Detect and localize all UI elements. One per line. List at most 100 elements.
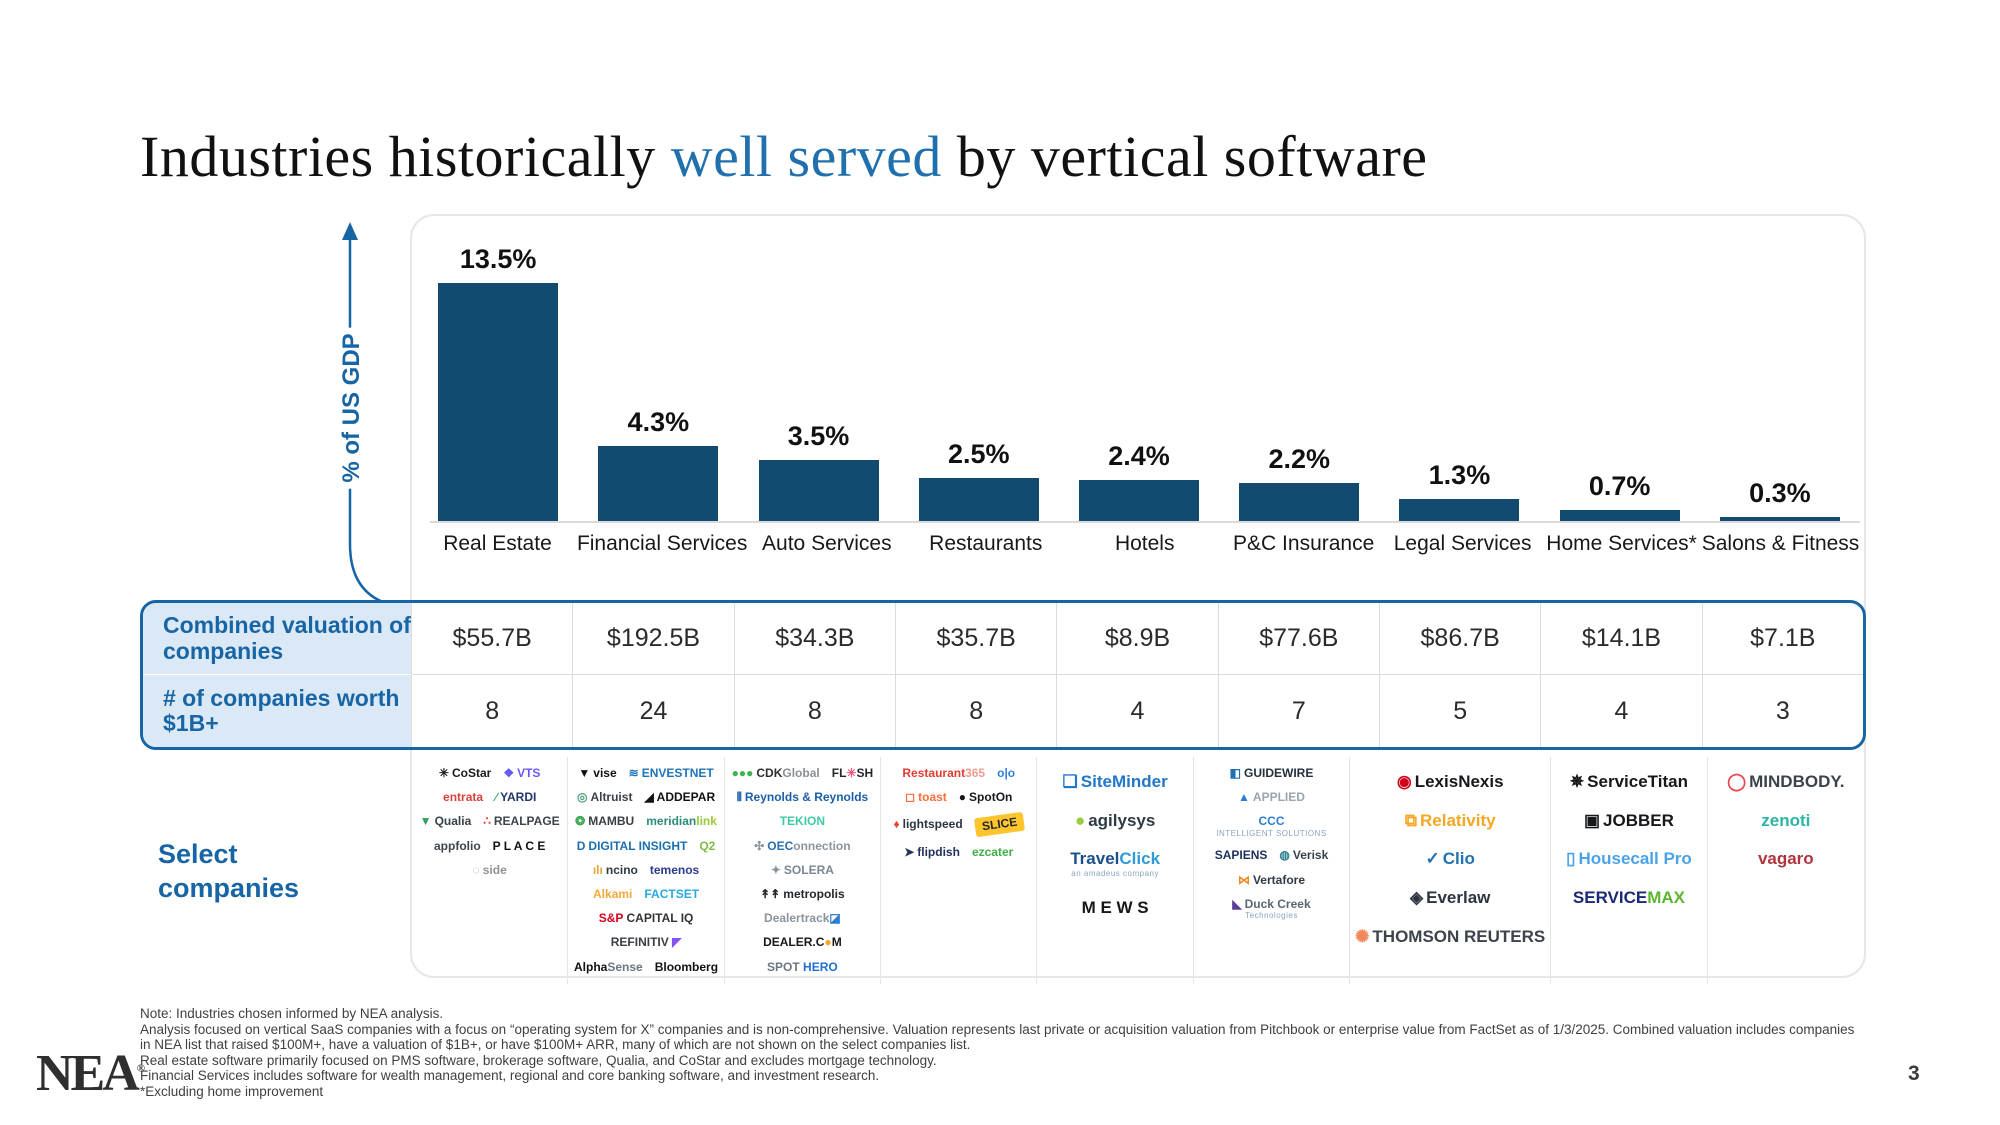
everlaw-icon: ◈ (1410, 888, 1424, 908)
logo-text: Relativity (1419, 810, 1496, 830)
bar (438, 283, 559, 522)
logo-thomson-reuters: ✺ THOMSON REUTERS (1355, 927, 1545, 947)
logo-place: P L A C E (492, 838, 546, 853)
logo-text: link (696, 814, 717, 829)
lightspeed-icon: ♦ (893, 817, 900, 832)
bar-column: 0.7% (1540, 240, 1700, 522)
logo-text: flipdish (917, 844, 960, 859)
logo-text: Bloomberg (654, 959, 719, 974)
logo-text: Alkami (593, 886, 633, 901)
logo-text: FL (831, 766, 847, 780)
logo-text: P L A C E (492, 838, 546, 853)
bar (1399, 499, 1520, 522)
clio-icon: ✓ (1425, 849, 1440, 869)
logo-subtext: INTELLIGENT SOLUTIONS (1216, 828, 1327, 838)
solera-icon: ✦ (770, 862, 781, 877)
logo-text: OEC (767, 838, 794, 853)
bar-column: 2.4% (1059, 240, 1219, 522)
duck-creek-icon: ◣ (1232, 896, 1242, 911)
bar-column: 13.5% (418, 240, 578, 522)
logo-subtext: Technologies (1245, 910, 1298, 920)
logo-factset: FACTSET (644, 887, 699, 901)
y-axis-label: % of US GDP (328, 327, 376, 489)
logo-text: SiteMinder (1080, 772, 1168, 791)
chart-panel (410, 214, 1866, 978)
logo-text: ◪ (829, 911, 841, 926)
table-cell: 4 (1056, 675, 1217, 747)
logo-vise: ▼ vise (578, 766, 617, 780)
altruist-icon: ◎ (576, 790, 588, 805)
table-cell: 5 (1378, 675, 1540, 747)
spoton-icon: ● (958, 790, 967, 805)
logo-text: TEKION (779, 814, 826, 829)
oeconnection-icon: ✣ (754, 838, 765, 853)
logo-text: toast (918, 790, 947, 805)
logo-text: cater (984, 844, 1014, 859)
table-row-label: Combined valuation of companies (143, 603, 411, 675)
logo-entrata: entrata (443, 791, 483, 804)
logo-text: DIGITAL INSIGHT (588, 838, 688, 853)
bar-value-label: 13.5% (459, 244, 537, 274)
logo-vts: ❖ VTS (503, 766, 540, 780)
logo-ezcater: ezcater (972, 844, 1014, 859)
logo-spoton: ● SpotOn (959, 791, 1013, 804)
logo-text: CoStar (451, 766, 492, 780)
logo-column-salons-fitness: ◯ MINDBODY. zenoti vagaro (1708, 757, 1864, 984)
mambu-icon: ❂ (575, 814, 586, 829)
logo-reynolds-reynolds: ⦀ Reynolds & Reynolds (737, 791, 869, 804)
applied-icon: ▲ (1238, 790, 1250, 805)
table-cell: $14.1B (1540, 603, 1702, 675)
logo-text: YARDI (500, 790, 537, 805)
table-cell: 4 (1540, 675, 1701, 747)
addepar-icon: ◢ (644, 790, 654, 805)
logo-temenos: temenos (650, 863, 699, 877)
logo-text: SH (856, 766, 874, 780)
logo-mews: M E W S (1081, 897, 1149, 918)
bar-value-label: 0.7% (1588, 471, 1651, 501)
logo-olo: o|o (997, 766, 1015, 780)
logo-costar: ✳ CoStar (439, 766, 492, 780)
table-cell: 8 (411, 675, 572, 747)
metropolis-icon: ↟↟ (760, 886, 781, 901)
logo-text: SLICE (980, 814, 1018, 834)
nea-logo: NEA® (36, 1044, 145, 1103)
logo-text: Verisk (1292, 848, 1329, 863)
category-label: Home Services* (1546, 532, 1697, 555)
category-label: Auto Services (762, 532, 892, 555)
logo-alphasense: AlphaSense (574, 959, 643, 974)
bar-column: 1.3% (1379, 240, 1539, 522)
vts-icon: ❖ (503, 766, 515, 780)
category-label: Financial Services (576, 532, 748, 555)
logo-cdk-global: ●●● CDKGlobal (732, 766, 820, 780)
logo-text: MAMBU (588, 814, 635, 829)
bar-value-label: 2.4% (1108, 441, 1170, 471)
logo-text: SpotOn (969, 790, 1013, 805)
logo-text: M E W S (1081, 897, 1149, 917)
relativity-icon: ⧉ (1404, 810, 1417, 830)
side-icon: ◌ (472, 862, 480, 877)
logo-text: Sense (607, 959, 643, 974)
logo-flipdish: ➤ flipdish (904, 844, 960, 859)
ncino-icon: ılı (592, 862, 603, 877)
logo-text: BODY. (1792, 772, 1845, 791)
logo-text: Qualia (434, 814, 472, 829)
logo-column-home-services: ✵ ServiceTitan ▣ JOBBER ▯ Housecall Pro SERVIC… (1551, 757, 1708, 984)
flipdish-icon: ➤ (904, 844, 915, 859)
jobber-icon: ▣ (1583, 810, 1601, 830)
logo-text: SAPIENS (1214, 848, 1268, 863)
bar-chart: 13.5% 4.3% 3.5% 2.5% 2.4% 2.2% 1.3% 0.7% 0.3% (418, 240, 1860, 522)
logo-text: vise (593, 766, 617, 780)
logo-housecall-pro: ▯ Housecall Pro (1566, 850, 1692, 869)
page-title: Industries historically well served by v… (140, 123, 1428, 190)
logo-sapiens: SAPIENS (1215, 849, 1268, 862)
logo-lightspeed: ♦ lightspeed (894, 818, 963, 831)
logo-text: MIND (1749, 772, 1793, 791)
footnote-line: Analysis focused on vertical SaaS compan… (140, 1021, 1855, 1037)
logo-text: Click (1119, 849, 1161, 869)
logo-text: SPOT (767, 959, 800, 974)
logo-subtext: an amadeus company (1071, 869, 1159, 879)
logo-toast: ◻ toast (905, 791, 947, 804)
logo-text: HERO (799, 959, 838, 974)
footnotes: Note: Industries chosen informed by NEA … (140, 1006, 1860, 1100)
bar-column: 2.5% (899, 240, 1059, 522)
